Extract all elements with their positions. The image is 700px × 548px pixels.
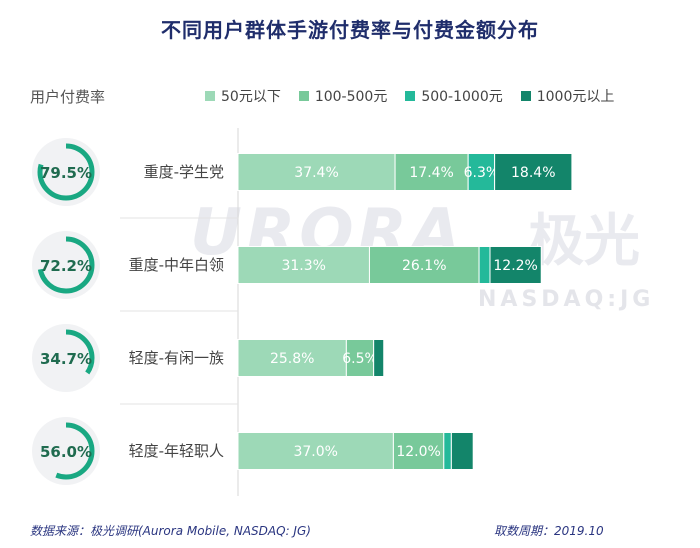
bar-segment: [368, 246, 480, 284]
bar-segment: [237, 339, 347, 377]
legend: 50元以下 100-500元 500-1000元 1000元以上: [205, 86, 614, 106]
bar-segment: [345, 339, 375, 377]
legend-label: 1000元以上: [536, 89, 615, 105]
bar-segment: [494, 153, 573, 191]
legend-swatch-2: [298, 91, 309, 101]
rate-value: 34.7%: [40, 350, 92, 368]
legend-swatch-3: [405, 91, 416, 101]
bar-segment: [478, 246, 491, 284]
data-period: 取数周期：2019.10: [494, 524, 604, 538]
bar-segment: [443, 432, 452, 470]
legend-item: 500-1000元: [405, 86, 503, 106]
bar-segment: [392, 432, 445, 470]
rate-ring: [37, 236, 95, 294]
rate-value: 56.0%: [40, 443, 92, 461]
bar-segment: [450, 432, 474, 470]
bar-segment: [237, 432, 394, 470]
bar-segment-label: 6.5%: [342, 351, 378, 367]
bar-segment-label: 12.0%: [396, 444, 440, 460]
chart-title: 不同用户群体手游付费率与付费金额分布: [161, 18, 539, 42]
rate-value: 79.5%: [40, 164, 92, 182]
legend-label: 50元以下: [221, 89, 281, 105]
category-label: 轻度-有闲一族: [129, 349, 224, 367]
bar-segment-label: 26.1%: [402, 258, 446, 274]
legend-swatch-1: [205, 91, 215, 101]
bar-segment-label: 18.4%: [511, 165, 555, 181]
watermark-subtitle: NASDAQ:JG: [478, 287, 655, 312]
category-label: 轻度-年轻职人: [129, 442, 224, 460]
category-label: 重度-学生党: [144, 163, 224, 181]
bar-segment: [489, 246, 542, 284]
bar-segment: [373, 339, 385, 377]
bar-segment-label: 17.4%: [409, 165, 453, 181]
bar-segment-label: 25.8%: [270, 351, 314, 367]
bar-segment-label: 31.3%: [281, 258, 325, 274]
legend-item: 1000元以上: [520, 86, 615, 106]
legend-item: 50元以下: [205, 86, 281, 106]
bar-segment-label: 37.0%: [293, 444, 337, 460]
payment-rate-label: 用户付费率: [30, 88, 106, 106]
legend-item: 100-500元: [298, 86, 388, 106]
bar-segment-label: 37.4%: [294, 165, 338, 181]
rate-ring: [37, 329, 95, 387]
rate-ring: [37, 422, 95, 480]
bar-segment-label: 12.2%: [493, 258, 537, 274]
bar-segment-label: 6.3%: [464, 165, 500, 181]
legend-label: 100-500元: [314, 89, 388, 105]
rate-value: 72.2%: [40, 257, 92, 275]
data-source: 数据来源：极光调研(Aurora Mobile, NASDAQ: JG): [30, 524, 311, 538]
category-label: 重度-中年白领: [129, 256, 224, 274]
watermark-logo-cn: 极光: [528, 209, 640, 274]
legend-swatch-4: [520, 91, 531, 101]
legend-label: 500-1000元: [421, 89, 503, 105]
rate-ring: [37, 143, 95, 201]
bar-segment: [237, 153, 396, 191]
